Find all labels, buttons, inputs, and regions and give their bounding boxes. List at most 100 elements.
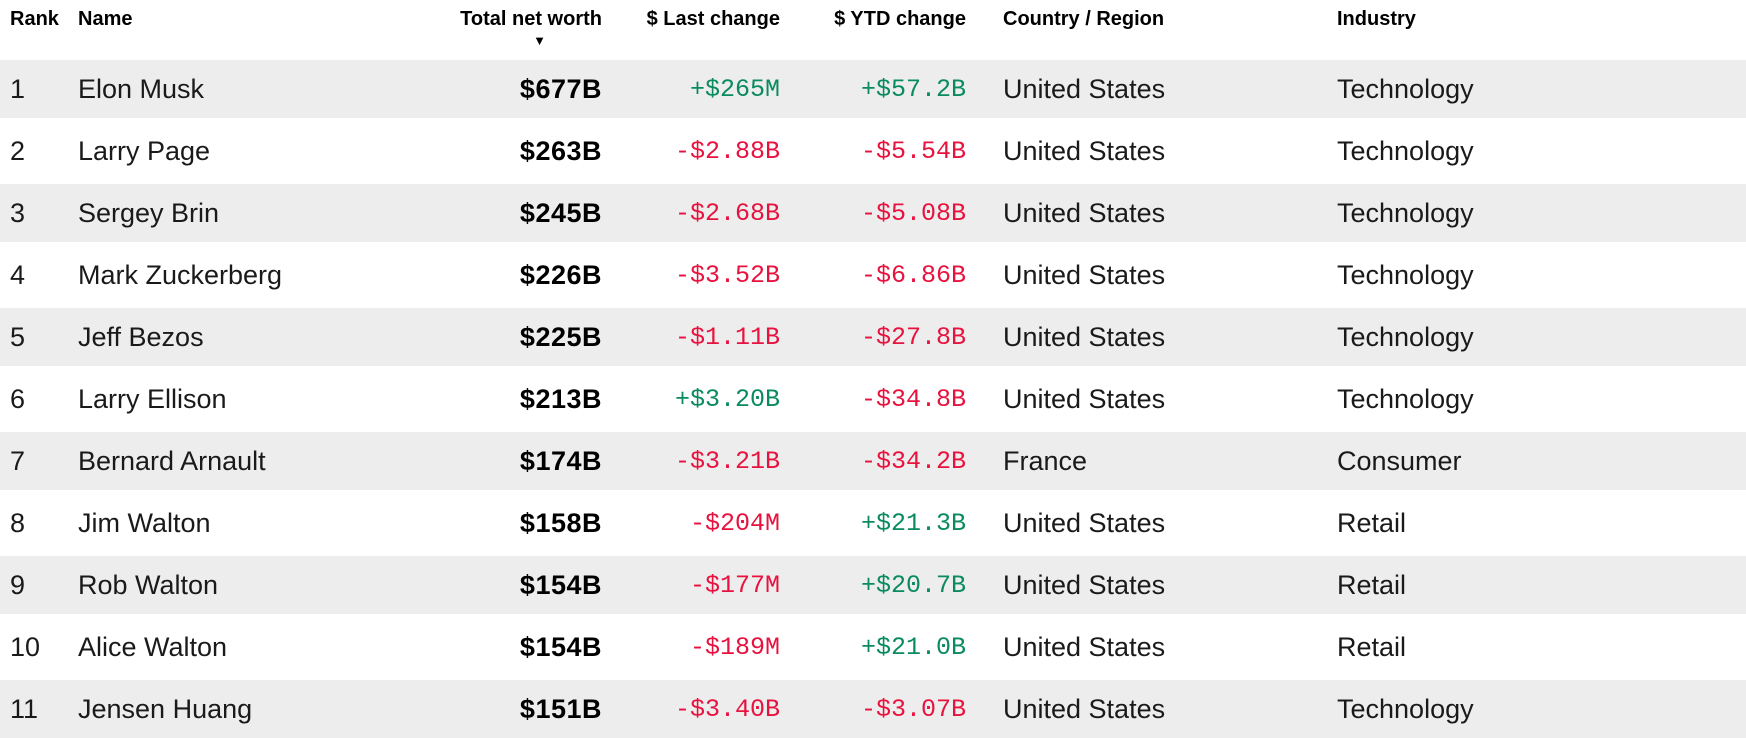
total-net-worth: $154B (519, 631, 602, 662)
billionaire-name[interactable]: Larry Page (78, 135, 211, 166)
billionaire-name[interactable]: Alice Walton (78, 631, 228, 662)
country-region: United States (1003, 507, 1166, 538)
country-region: United States (1003, 73, 1166, 104)
industry: Technology (1337, 321, 1474, 352)
country-region: United States (1003, 383, 1166, 414)
industry: Technology (1337, 197, 1474, 228)
total-net-worth: $151B (519, 693, 602, 724)
sort-descending-icon[interactable]: ▼ (533, 33, 546, 48)
last-change: -$3.40B (674, 694, 780, 724)
total-net-worth: $158B (519, 507, 602, 538)
billionaire-name[interactable]: Mark Zuckerberg (78, 259, 283, 290)
ytd-change: +$21.3B (860, 508, 966, 538)
billionaire-name[interactable]: Bernard Arnault (78, 445, 266, 476)
column-header-name[interactable]: Name (78, 8, 133, 30)
ytd-change: +$20.7B (860, 570, 966, 600)
table-row[interactable]: 5 Jeff Bezos $225B -$1.11B -$27.8B Unite… (0, 308, 1746, 366)
ytd-change: -$3.07B (860, 694, 966, 724)
table-row[interactable]: 2 Larry Page $263B -$2.88B -$5.54B Unite… (0, 122, 1746, 180)
billionaire-name[interactable]: Jeff Bezos (78, 321, 204, 352)
column-header-total-net-worth-label: Total net worth (460, 8, 602, 30)
industry: Technology (1337, 383, 1474, 414)
industry: Consumer (1337, 445, 1462, 476)
billionaire-name[interactable]: Rob Walton (78, 569, 219, 600)
table-row[interactable]: 11 Jensen Huang $151B -$3.40B -$3.07B Un… (0, 680, 1746, 738)
last-change: -$2.88B (674, 136, 780, 166)
billionaire-name[interactable]: Larry Ellison (78, 383, 227, 414)
ytd-change: -$6.86B (860, 260, 966, 290)
total-net-worth: $226B (519, 259, 602, 290)
total-net-worth: $245B (519, 197, 602, 228)
table-row[interactable]: 9 Rob Walton $154B -$177M +$20.7B United… (0, 556, 1746, 614)
total-net-worth: $154B (519, 569, 602, 600)
industry: Retail (1337, 507, 1407, 538)
country-region: United States (1003, 321, 1166, 352)
column-header-country-region[interactable]: Country / Region (1003, 8, 1165, 30)
country-region: United States (1003, 631, 1166, 662)
table-row[interactable]: 3 Sergey Brin $245B -$2.68B -$5.08B Unit… (0, 184, 1746, 242)
billionaire-name[interactable]: Elon Musk (78, 73, 205, 104)
country-region: United States (1003, 569, 1166, 600)
ytd-change: -$5.54B (860, 136, 966, 166)
column-header-ytd-change[interactable]: $ YTD change (834, 8, 966, 30)
industry: Technology (1337, 135, 1474, 166)
country-region: United States (1003, 135, 1166, 166)
ytd-change: -$34.2B (860, 446, 966, 476)
table-row[interactable]: 6 Larry Ellison $213B +$3.20B -$34.8B Un… (0, 370, 1746, 428)
ytd-change: -$5.08B (860, 198, 966, 228)
rank-value: 6 (10, 383, 26, 414)
country-region: United States (1003, 693, 1166, 724)
rank-value: 3 (10, 197, 26, 228)
billionaire-name[interactable]: Jensen Huang (78, 693, 253, 724)
rank-value: 1 (10, 73, 26, 104)
last-change: -$189M (689, 632, 780, 662)
column-header-last-change[interactable]: $ Last change (646, 8, 780, 30)
total-net-worth: $677B (519, 73, 602, 104)
ytd-change: +$21.0B (860, 632, 966, 662)
last-change: -$204M (689, 508, 780, 538)
total-net-worth: $213B (519, 383, 602, 414)
rank-value: 7 (10, 445, 26, 476)
table-header: Rank Name Total net worth ▼ $ Last chang… (0, 0, 1746, 60)
industry: Retail (1337, 569, 1407, 600)
last-change: +$3.20B (674, 384, 780, 414)
country-region: United States (1003, 259, 1166, 290)
table-row[interactable]: 4 Mark Zuckerberg $226B -$3.52B -$6.86B … (0, 246, 1746, 304)
total-net-worth: $263B (519, 135, 602, 166)
industry: Technology (1337, 693, 1474, 724)
rank-value: 2 (10, 135, 26, 166)
rank-value: 9 (10, 569, 26, 600)
table-row[interactable]: 1 Elon Musk $677B +$265M +$57.2B United … (0, 60, 1746, 118)
rank-value: 5 (10, 321, 26, 352)
ytd-change: +$57.2B (860, 74, 966, 104)
column-header-industry[interactable]: Industry (1337, 8, 1416, 30)
ytd-change: -$27.8B (860, 322, 966, 352)
column-header-rank[interactable]: Rank (10, 8, 59, 30)
table-row[interactable]: 8 Jim Walton $158B -$204M +$21.3B United… (0, 494, 1746, 552)
rank-value: 8 (10, 507, 26, 538)
total-net-worth: $174B (519, 445, 602, 476)
rank-value: 11 (10, 693, 39, 724)
last-change: -$3.52B (674, 260, 780, 290)
last-change: -$177M (689, 570, 780, 600)
billionaire-name[interactable]: Sergey Brin (78, 197, 220, 228)
last-change: +$265M (689, 74, 780, 104)
last-change: -$2.68B (674, 198, 780, 228)
column-header-total-net-worth[interactable]: Total net worth ▼ (440, 8, 602, 47)
industry: Technology (1337, 259, 1474, 290)
table-row[interactable]: 10 Alice Walton $154B -$189M +$21.0B Uni… (0, 618, 1746, 676)
industry: Technology (1337, 73, 1474, 104)
table-body: 1 Elon Musk $677B +$265M +$57.2B United … (0, 60, 1746, 738)
country-region: United States (1003, 197, 1166, 228)
last-change: -$1.11B (674, 322, 780, 352)
ytd-change: -$34.8B (860, 384, 966, 414)
total-net-worth: $225B (519, 321, 602, 352)
table-row[interactable]: 7 Bernard Arnault $174B -$3.21B -$34.2B … (0, 432, 1746, 490)
billionaire-name[interactable]: Jim Walton (78, 507, 211, 538)
last-change: -$3.21B (674, 446, 780, 476)
rank-value: 4 (10, 259, 26, 290)
industry: Retail (1337, 631, 1407, 662)
rank-value: 10 (10, 631, 41, 662)
country-region: France (1003, 445, 1088, 476)
